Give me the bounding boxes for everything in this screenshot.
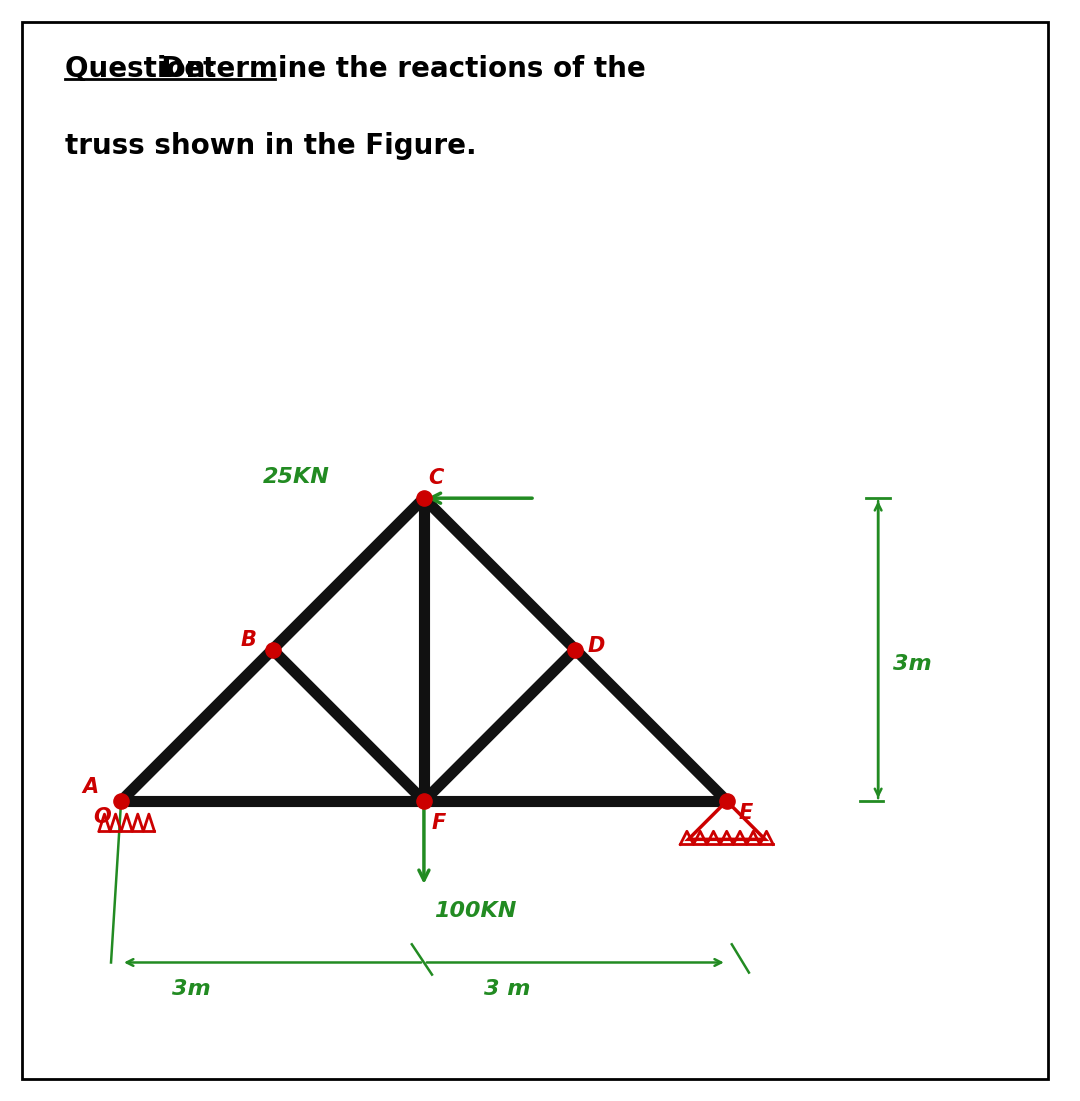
Text: 3 m: 3 m — [485, 979, 531, 999]
Text: B: B — [240, 630, 256, 650]
Text: F: F — [432, 814, 446, 833]
Point — [416, 489, 433, 506]
Text: Determine the reactions of the: Determine the reactions of the — [65, 55, 646, 83]
Text: A: A — [83, 777, 99, 797]
Point — [112, 793, 130, 810]
Text: E: E — [739, 803, 753, 824]
Text: 100KN: 100KN — [434, 901, 516, 922]
Point — [264, 641, 281, 658]
Text: O: O — [93, 807, 110, 827]
Text: C: C — [428, 468, 443, 488]
Point — [416, 793, 433, 810]
Text: 3m: 3m — [172, 979, 211, 999]
Point — [567, 641, 584, 658]
Text: 25KN: 25KN — [262, 467, 329, 487]
Text: truss shown in the Figure.: truss shown in the Figure. — [65, 132, 476, 160]
Point — [718, 793, 735, 810]
Text: D: D — [588, 635, 605, 655]
Text: 3m: 3m — [893, 654, 932, 674]
Text: Question:: Question: — [65, 55, 226, 83]
